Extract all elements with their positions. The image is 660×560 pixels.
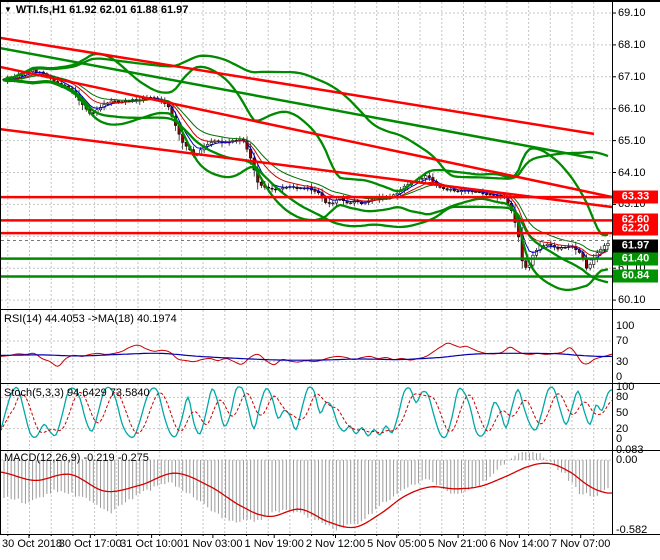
horizontal-levels[interactable] xyxy=(1,195,612,278)
trendlines[interactable] xyxy=(0,36,612,209)
rsi-scale-tick: 70 xyxy=(616,335,629,348)
price-badge: 62.20 xyxy=(613,222,658,236)
stoch-plot xyxy=(1,386,612,439)
price-tick: 66.10 xyxy=(618,102,646,115)
macd-scale-tick: 0.083 xyxy=(616,444,644,457)
stoch-scale-tick: 80 xyxy=(616,391,629,404)
time-tick: 5 Nov 05:00 xyxy=(367,538,427,550)
stoch-scale-tick: 20 xyxy=(616,422,629,435)
time-tick: 1 Nov 19:00 xyxy=(244,538,304,550)
chart-title: ▼ WTI.fs,H1 61.92 62.01 61.88 61.97 xyxy=(4,4,188,16)
macd-scale-tick: -0.582 xyxy=(616,523,648,536)
chart-title-text: WTI.fs,H1 61.92 62.01 61.88 61.97 xyxy=(15,4,189,16)
macd-scale-tick: 0.00 xyxy=(616,454,638,466)
price-tick: 69.10 xyxy=(618,7,646,19)
price-tick: 68.10 xyxy=(618,38,646,51)
rsi-label: RSI(14) 44.4053 ->MA(18) 40.1974 xyxy=(4,313,177,325)
macd-label: MACD(12,26,9) -0.219 -0.275 xyxy=(4,452,149,464)
time-tick: 2 Nov 12:00 xyxy=(305,538,366,550)
price-tick: 64.10 xyxy=(618,166,646,179)
rsi-scale-tick: 100 xyxy=(616,319,635,332)
time-tick: 1 Nov 03:00 xyxy=(183,538,243,550)
stoch-scale-tick: 100 xyxy=(616,381,635,393)
time-tick: 5 Nov 21:00 xyxy=(428,538,488,550)
time-tick: 6 Nov 14:00 xyxy=(489,538,550,550)
rsi-plot xyxy=(1,342,612,367)
price-tick: 60.10 xyxy=(618,294,646,307)
price-badge: 63.33 xyxy=(613,190,658,204)
symbol-dropdown-icon[interactable]: ▼ xyxy=(4,5,12,14)
price-badge: 61.40 xyxy=(613,252,658,266)
time-tick: 31 Oct 10:00 xyxy=(120,538,184,550)
time-tick: 30 Oct 17:00 xyxy=(58,538,122,550)
price-badge: 61.97 xyxy=(613,239,658,253)
gridlines xyxy=(1,2,612,533)
price-tick: 67.10 xyxy=(618,70,646,83)
macd-plot xyxy=(1,452,612,531)
rsi-scale-tick: 0 xyxy=(616,371,623,383)
price-tick: 65.10 xyxy=(618,134,646,147)
rsi-scale-tick: 30 xyxy=(616,355,629,368)
panel-frame xyxy=(0,1,660,538)
stoch-scale-tick: 0 xyxy=(616,433,623,445)
price-badge: 60.84 xyxy=(613,269,658,283)
time-tick: 30 Oct 2018 xyxy=(2,538,62,550)
time-tick: 7 Nov 07:00 xyxy=(551,538,611,550)
stoch-label: Stoch(5,3,3) 94.6429 73.5840 xyxy=(4,387,150,399)
stoch-scale-tick: 50 xyxy=(616,407,629,419)
